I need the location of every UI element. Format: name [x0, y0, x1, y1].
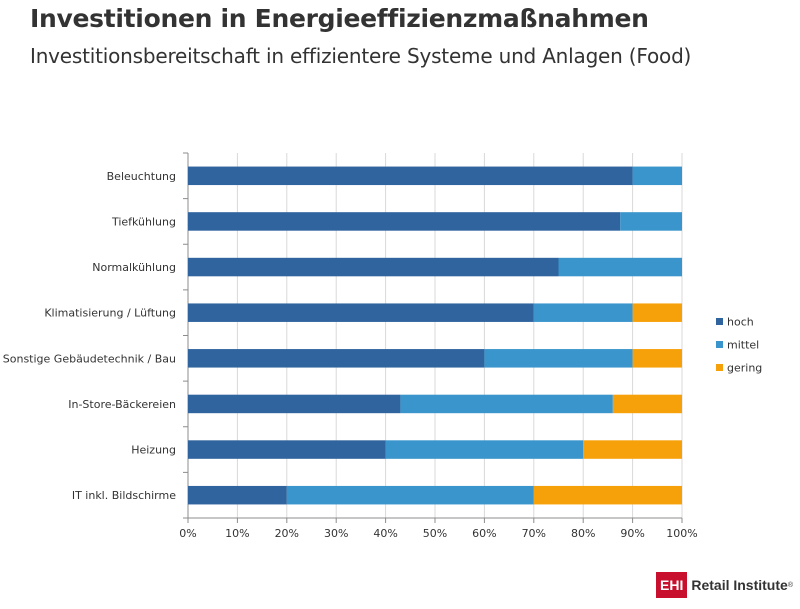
- category-label: Beleuchtung: [107, 170, 176, 183]
- x-tick-label: 70%: [522, 527, 546, 540]
- bar-segment-hoch: [188, 257, 559, 277]
- chart-title: Investitionen in Energieeffizienzmaßnahm…: [30, 4, 649, 33]
- category-label: Sonstige Gebäudetechnik / Bau: [3, 352, 176, 365]
- x-tick-label: 50%: [423, 527, 447, 540]
- category-label: Normalkühlung: [92, 261, 176, 274]
- legend-label-hoch: hoch: [727, 316, 754, 329]
- bar-segment-hoch: [188, 349, 485, 368]
- chart-subtitle: Investitionsbereitschaft in effizientere…: [30, 44, 692, 68]
- x-tick-label: 100%: [666, 527, 697, 540]
- bar-segment-mittel: [533, 303, 633, 322]
- bar-segment-gering: [612, 394, 682, 414]
- logo-registered-mark: ®: [787, 581, 793, 589]
- x-tick-label: 80%: [571, 527, 595, 540]
- bar-segment-hoch: [188, 166, 633, 186]
- logo-text: Retail Institute: [691, 577, 788, 593]
- category-label: Tiefkühlung: [111, 215, 176, 228]
- category-label: IT inkl. Bildschirme: [72, 489, 176, 502]
- x-tick-label: 10%: [225, 527, 249, 540]
- bar-segment-hoch: [188, 303, 534, 322]
- legend-label-gering: gering: [727, 362, 762, 375]
- bar-segment-hoch: [188, 212, 621, 231]
- x-tick-label: 20%: [275, 527, 299, 540]
- bar-segment-hoch: [188, 394, 401, 414]
- ehi-logo: EHI Retail Institute ®: [656, 572, 793, 598]
- bar-segment-mittel: [400, 394, 613, 414]
- x-tick-label: 0%: [179, 527, 196, 540]
- bar-segment-hoch: [188, 485, 287, 505]
- bar-segment-mittel: [632, 166, 682, 186]
- legend-label-mittel: mittel: [727, 339, 759, 352]
- bar-segment-mittel: [286, 485, 534, 505]
- bar-segment-mittel: [558, 257, 682, 277]
- bar-segment-gering: [583, 440, 682, 459]
- bar-segment-mittel: [484, 349, 633, 368]
- legend-swatch-mittel: [716, 341, 723, 348]
- category-label: Heizung: [131, 444, 176, 457]
- bar-segment-mittel: [620, 212, 682, 231]
- bar-segment-gering: [632, 303, 682, 322]
- legend-swatch-hoch: [716, 318, 723, 325]
- x-tick-label: 40%: [373, 527, 397, 540]
- bar-segment-mittel: [385, 440, 584, 459]
- bar-segment-gering: [533, 485, 682, 505]
- logo-box: EHI: [656, 572, 688, 598]
- legend-swatch-gering: [716, 364, 723, 371]
- bar-segment-gering: [632, 349, 682, 368]
- bar-segment-hoch: [188, 440, 386, 459]
- category-label: In-Store-Bäckereien: [68, 398, 176, 411]
- x-tick-label: 90%: [620, 527, 644, 540]
- x-tick-label: 60%: [472, 527, 496, 540]
- category-label: Klimatisierung / Lüftung: [44, 307, 176, 320]
- x-tick-label: 30%: [324, 527, 348, 540]
